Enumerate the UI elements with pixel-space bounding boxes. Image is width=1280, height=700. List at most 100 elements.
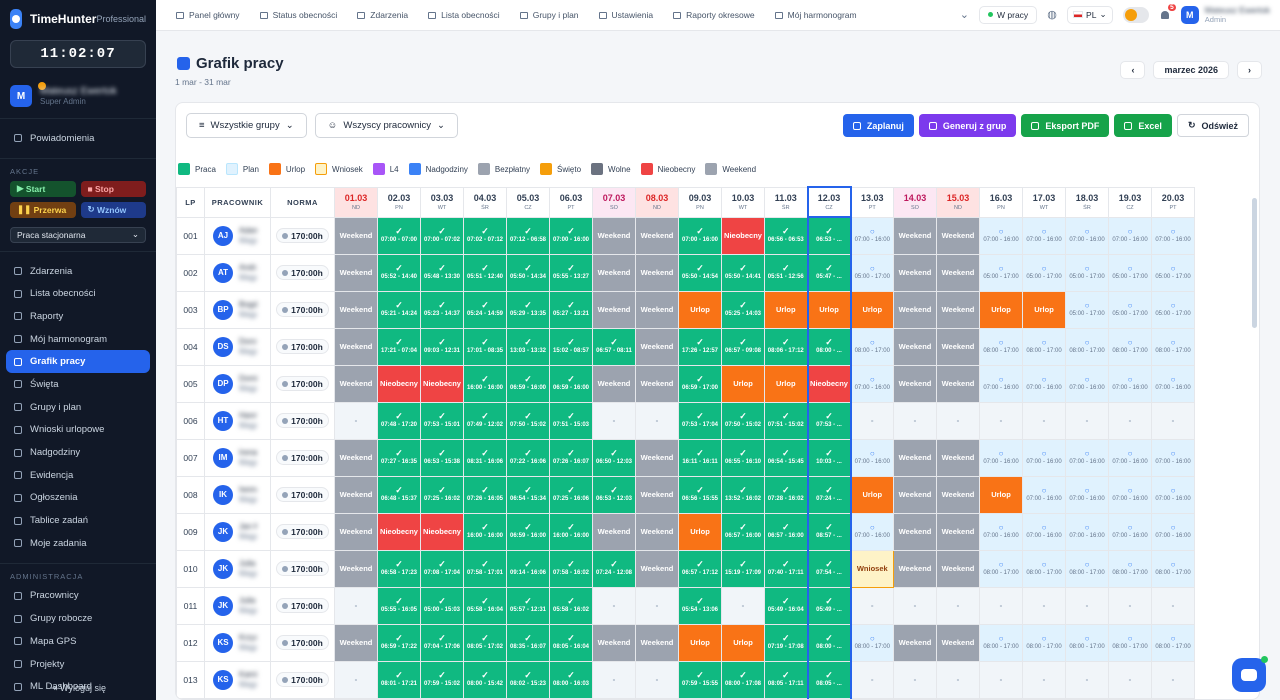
schedule-cell[interactable]: Weekend — [334, 623, 378, 662]
schedule-cell[interactable]: Urlop — [850, 290, 894, 329]
schedule-cell[interactable]: ✓ 06:50 - 12:03 — [592, 438, 636, 477]
schedule-cell[interactable]: ✓ 05:50 - 14:41 — [721, 253, 765, 292]
schedule-cell[interactable]: ○ 08:00 - 17:00 — [1151, 623, 1195, 662]
schedule-cell[interactable]: ○ 08:00 - 17:00 — [1022, 549, 1066, 588]
schedule-cell[interactable]: ✓ 05:57 - 12:31 — [506, 586, 550, 625]
schedule-cell[interactable]: ✓ 08:00 - ... — [806, 623, 852, 662]
sidebar-item-2[interactable]: Raporty — [0, 305, 156, 328]
schedule-cell[interactable]: - — [893, 586, 937, 625]
schedule-cell[interactable]: Weekend — [893, 438, 937, 477]
schedule-cell[interactable]: ✓ 06:56 - 06:53 — [764, 216, 808, 255]
day-header[interactable]: 19.03 CZ — [1108, 186, 1152, 218]
schedule-cell[interactable]: ✓ 13:03 - 13:32 — [506, 327, 550, 366]
schedule-cell[interactable]: ✓ 05:48 - 13:30 — [420, 253, 464, 292]
schedule-cell[interactable]: Weekend — [893, 623, 937, 662]
schedule-cell[interactable]: Weekend — [893, 327, 937, 366]
schedule-cell[interactable]: ✓ 05:50 - 14:34 — [506, 253, 550, 292]
schedule-cell[interactable]: Weekend — [936, 475, 980, 514]
topnav-item-7[interactable]: Mój harmonogram — [774, 10, 857, 20]
schedule-cell[interactable]: ✓ 05:49 - ... — [806, 586, 852, 625]
schedule-cell[interactable]: ✓ 07:59 - 15:02 — [420, 660, 464, 699]
schedule-cell[interactable]: Weekend — [936, 438, 980, 477]
schedule-cell[interactable]: Weekend — [334, 216, 378, 255]
schedule-cell[interactable]: ✓ 06:59 - 17:00 — [678, 364, 722, 403]
sidebar-item-0[interactable]: Zdarzenia — [0, 260, 156, 283]
schedule-cell[interactable]: ○ 07:00 - 16:00 — [1151, 438, 1195, 477]
schedule-cell[interactable]: - — [1022, 401, 1066, 440]
schedule-cell[interactable]: Weekend — [635, 475, 679, 514]
employee-cell[interactable]: JK Jan KowalczykMagazyn 01 · — [204, 512, 271, 551]
employee-filter[interactable]: ☺ Wszyscy pracownicy ⌄ — [314, 113, 458, 138]
employee-cell[interactable]: DS Dorota SobczykMagazyn 02 · — [204, 327, 271, 366]
schedule-cell[interactable]: ○ 08:00 - 17:00 — [1151, 549, 1195, 588]
schedule-cell[interactable]: ✓ 06:53 - 15:38 — [420, 438, 464, 477]
topnav-item-1[interactable]: Status obecności — [259, 10, 337, 20]
schedule-cell[interactable]: Weekend — [635, 549, 679, 588]
schedule-cell[interactable]: Nieobecny — [377, 512, 421, 551]
schedule-cell[interactable]: ✓ 06:59 - 16:00 — [506, 364, 550, 403]
schedule-cell[interactable]: Weekend — [334, 549, 378, 588]
schedule-cell[interactable]: ✓ 07:00 - 16:00 — [678, 216, 722, 255]
schedule-cell[interactable]: ✓ 07:27 - 16:35 — [377, 438, 421, 477]
schedule-cell[interactable]: ○ 07:00 - 16:00 — [850, 438, 894, 477]
schedule-cell[interactable]: ✓ 16:00 - 16:00 — [463, 364, 507, 403]
schedule-cell[interactable]: ○ 08:00 - 17:00 — [1065, 327, 1109, 366]
schedule-cell[interactable]: Weekend — [635, 364, 679, 403]
schedule-cell[interactable]: ○ 05:00 - 17:00 — [850, 253, 894, 292]
schedule-cell[interactable]: ✓ 06:57 - 16:00 — [721, 512, 765, 551]
schedule-cell[interactable]: - — [334, 586, 378, 625]
work-mode-select[interactable]: Praca stacjonarna ⌄ — [10, 226, 146, 243]
schedule-cell[interactable]: ✓ 08:00 - ... — [806, 327, 852, 366]
employee-cell[interactable]: KS Krzysztof SienkiewiczMagazyn 02 · — [204, 623, 271, 662]
day-header[interactable]: 05.03 CZ — [506, 186, 550, 218]
schedule-cell[interactable]: Weekend — [635, 623, 679, 662]
schedule-cell[interactable]: ○ 07:00 - 16:00 — [1065, 216, 1109, 255]
schedule-cell[interactable]: ✓ 07:24 - 12:08 — [592, 549, 636, 588]
schedule-cell[interactable]: ○ 07:00 - 16:00 — [1065, 512, 1109, 551]
schedule-cell[interactable]: - — [635, 401, 679, 440]
schedule-cell[interactable]: ○ 08:00 - 17:00 — [850, 623, 894, 662]
day-header[interactable]: 06.03 PT — [549, 186, 593, 218]
group-filter[interactable]: ≡ Wszystkie grupy ⌄ — [186, 113, 307, 138]
schedule-cell[interactable]: Urlop — [1022, 290, 1066, 329]
schedule-cell[interactable]: Urlop — [678, 512, 722, 551]
schedule-cell[interactable]: - — [936, 401, 980, 440]
day-header[interactable]: 20.03 PT — [1151, 186, 1195, 218]
schedule-cell[interactable]: ○ 07:00 - 16:00 — [1108, 364, 1152, 403]
schedule-cell[interactable]: - — [1065, 586, 1109, 625]
schedule-cell[interactable]: ✓ 07:53 - 15:01 — [420, 401, 464, 440]
admin-item-1[interactable]: Grupy robocze — [0, 607, 156, 630]
scrollbar[interactable] — [1252, 198, 1257, 328]
schedule-cell[interactable]: ○ 07:00 - 16:00 — [1108, 512, 1152, 551]
bell-icon[interactable]: 5 — [1159, 3, 1176, 21]
schedule-cell[interactable]: ○ 07:00 - 16:00 — [1022, 475, 1066, 514]
schedule-cell[interactable]: ✓ 07:00 - 07:00 — [377, 216, 421, 255]
schedule-cell[interactable]: ✓ 15:02 - 08:57 — [549, 327, 593, 366]
schedule-cell[interactable]: ✓ 17:26 - 12:57 — [678, 327, 722, 366]
schedule-cell[interactable]: ✓ 07:50 - 15:02 — [506, 401, 550, 440]
schedule-cell[interactable]: Weekend — [592, 512, 636, 551]
schedule-cell[interactable]: ○ 07:00 - 16:00 — [850, 512, 894, 551]
schedule-cell[interactable]: ✓ 08:06 - 17:12 — [764, 327, 808, 366]
schedule-cell[interactable]: - — [1108, 660, 1152, 699]
sidebar-item-8[interactable]: Nadgodziny — [0, 441, 156, 464]
schedule-cell[interactable]: - — [1151, 401, 1195, 440]
schedule-cell[interactable]: ✓ 07:59 - 15:55 — [678, 660, 722, 699]
schedule-cell[interactable]: ✓ 08:35 - 16:07 — [506, 623, 550, 662]
schedule-cell[interactable]: Urlop — [850, 475, 894, 514]
schedule-cell[interactable]: ✓ 07:08 - 17:04 — [420, 549, 464, 588]
schedule-cell[interactable]: ✓ 05:51 - 12:56 — [764, 253, 808, 292]
schedule-cell[interactable]: ✓ 08:57 - ... — [806, 512, 852, 551]
schedule-cell[interactable]: ✓ 07:25 - 16:02 — [420, 475, 464, 514]
schedule-cell[interactable]: ○ 08:00 - 17:00 — [979, 623, 1023, 662]
schedule-cell[interactable]: ✓ 07:00 - 07:02 — [420, 216, 464, 255]
schedule-cell[interactable]: - — [592, 586, 636, 625]
day-header[interactable]: 02.03 PN — [377, 186, 421, 218]
schedule-cell[interactable]: ○ 05:00 - 17:00 — [1065, 253, 1109, 292]
schedule-cell[interactable]: ○ 08:00 - 17:00 — [1065, 549, 1109, 588]
schedule-cell[interactable]: - — [721, 586, 765, 625]
schedule-cell[interactable]: ✓ 08:01 - 17:21 — [377, 660, 421, 699]
admin-item-2[interactable]: Mapa GPS — [0, 630, 156, 653]
day-header[interactable]: 13.03 PT — [850, 186, 894, 218]
schedule-cell[interactable]: ✓ 07:12 - 06:58 — [506, 216, 550, 255]
